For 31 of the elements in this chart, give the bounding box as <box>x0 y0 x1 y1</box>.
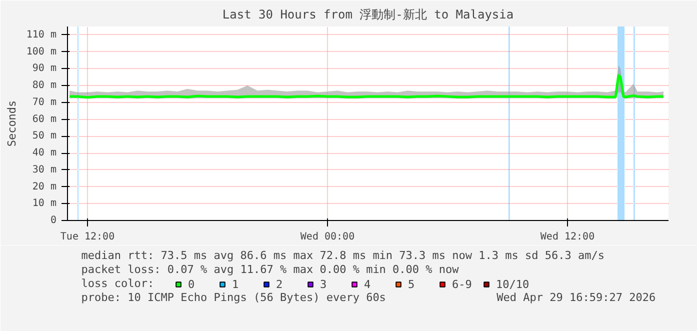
y-tick-label: 0 <box>50 215 57 226</box>
legend-label: 3 <box>320 277 328 291</box>
y-tick-label: 40 m <box>32 148 57 159</box>
legend-label: 1 <box>232 277 240 291</box>
legend-label: 5 <box>408 277 416 291</box>
y-tick-label: 110 m <box>26 29 57 40</box>
y-tick-label: 10 m <box>32 198 57 210</box>
x-tick-label: Wed 12:00 <box>540 232 595 242</box>
y-tick-label: 20 m <box>32 181 57 192</box>
legend-label: 0 <box>188 277 196 291</box>
text: loss color: <box>81 277 154 290</box>
legend-label: 2 <box>276 277 284 291</box>
legend-label: 6-9 <box>452 277 472 291</box>
y-tick-label: 100 m <box>26 46 57 58</box>
text: Wed Apr 29 16:59:27 2026 <box>496 291 656 304</box>
y-tick-label: 90 m <box>32 63 57 74</box>
y-tick-label: 50 m <box>32 130 57 142</box>
text: median rtt: 73.5 ms avg 86.6 ms max 72.8 ms min 73.3 ms now 1.3 ms sd 56.3 am/s <box>81 249 604 262</box>
text: packet loss: 0.07 % avg 11.67 % max 0.00 % min 0.00 % now <box>81 263 460 276</box>
y-tick-label: 70 m <box>32 96 57 108</box>
chart-title: Last 30 Hours from 浮動制-新北 to Malaysia <box>222 8 514 22</box>
y-tick-label: 60 m <box>32 114 57 125</box>
text: probe: 10 ICMP Echo Pings (56 Bytes) every 60s <box>81 291 386 304</box>
y-tick-label: 30 m <box>32 164 57 176</box>
y-axis-title: Seconds <box>5 100 18 147</box>
x-tick-label: Tue 12:00 <box>60 232 115 242</box>
legend-label: 10/10 <box>496 277 530 291</box>
x-tick-label: Wed 00:00 <box>300 232 355 242</box>
line-series <box>68 74 665 99</box>
y-tick-label: 80 m <box>32 80 57 92</box>
legend-label: 4 <box>364 277 372 291</box>
